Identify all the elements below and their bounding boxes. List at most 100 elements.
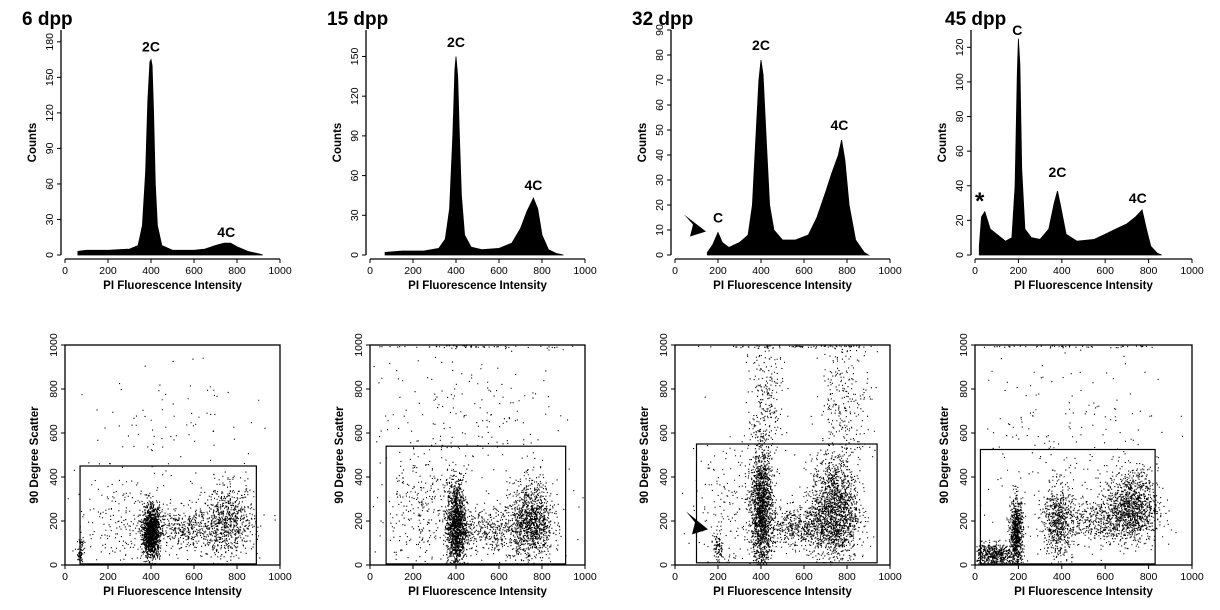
x-tick-label: 200 [709,571,727,583]
gate-rectangle [385,445,567,565]
x-tick-label: 200 [404,265,422,277]
y-tick-label: 0 [353,562,365,568]
y-tick-label: 0 [958,562,970,568]
y-tick-label: 400 [353,468,365,486]
scatter-dots [682,345,878,566]
y-tick-label: 800 [658,380,670,398]
y-tick-label: 200 [658,512,670,530]
x-tick-label: 200 [709,265,727,277]
chart-panel-32-dpp: 0 200 400 600 800 1000 0 10 20 30 40 50 60 70 80 90 PI F… [637,24,902,292]
asterisk-annotation: * [975,188,985,215]
x-tick-label: 200 [1010,265,1028,277]
chart-panel-45-dpp: 0 200 400 600 800 1000 0 200 400 600 800 1000 PI Flu… [939,333,1204,598]
x-tick-label: 800 [228,265,246,277]
y-tick-label: 0 [654,252,666,258]
x-tick-label: 400 [447,265,465,277]
x-tick-label: 600 [490,571,508,583]
y-tick-label: 90 [349,130,361,142]
x-tick-label: 800 [533,265,551,277]
y-tick-label: 60 [349,170,361,182]
x-tick-label: 800 [838,571,856,583]
x-axis-label: PI Fluorescence Intensity [713,280,852,292]
y-tick-label: 60 [44,178,56,190]
x-tick-label: 400 [1053,265,1071,277]
scatter-dots [372,345,584,566]
peak-label-4C: 4C [524,177,542,193]
panel-title-15dpp: 15 dpp [327,9,389,30]
y-axis-label: 90 Degree Scatter [334,406,346,504]
peak-label-4C: 4C [1129,190,1147,206]
peak-label-C: C [713,210,723,226]
histogram-area [77,58,263,256]
y-tick-label: 800 [48,380,60,398]
x-tick-label: 600 [795,265,813,277]
arrowhead-icon [684,214,706,237]
x-axis-label: PI Fluorescence Intensity [713,586,852,598]
peak-label-4C: 4C [217,224,235,240]
x-tick-label: 800 [228,571,246,583]
y-tick-label: 600 [658,424,670,442]
x-tick-label: 400 [142,265,160,277]
peak-label-2C: 2C [447,34,465,50]
x-tick-label: 600 [185,571,203,583]
y-tick-label: 800 [353,380,365,398]
arrowhead-icon [686,511,708,535]
y-tick-label: 180 [44,33,56,51]
x-tick-label: 600 [490,265,508,277]
y-tick-label: 200 [958,512,970,530]
y-axis-label: 90 Degree Scatter [939,406,951,504]
x-axis-label: PI Fluorescence Intensity [1014,586,1153,598]
x-tick-label: 0 [972,265,978,277]
x-tick-label: 1000 [573,265,597,277]
chart-panel-6-dpp: 0 200 400 600 800 1000 0 30 60 90 120 150 180 PI Fluo… [27,30,292,292]
scatter-dots [67,357,276,566]
y-tick-label: 90 [44,142,56,154]
y-tick-label: 50 [654,124,666,136]
y-tick-label: 40 [954,180,966,192]
chart-panel-6-dpp: 0 200 400 600 800 1000 0 200 400 600 800 1000 PI Flu… [29,333,292,598]
x-tick-label: 1000 [573,571,597,583]
x-tick-label: 200 [99,571,117,583]
peak-label-2C: 2C [1049,164,1067,180]
y-axis-label: Counts [27,123,39,163]
plot-frame [369,344,586,566]
y-tick-label: 600 [353,424,365,442]
x-tick-label: 400 [752,265,770,277]
x-tick-label: 0 [367,265,373,277]
x-axis-label: PI Fluorescence Intensity [408,586,547,598]
y-tick-label: 1000 [658,333,670,357]
x-tick-label: 600 [1096,265,1114,277]
x-tick-label: 200 [1010,571,1028,583]
gate-rectangle [695,443,878,564]
chart-panel-15-dpp: 0 200 400 600 800 1000 0 30 60 90 120 150 PI Fluores… [332,30,597,292]
y-axis-label: 90 Degree Scatter [639,406,651,504]
x-tick-label: 600 [795,571,813,583]
y-tick-label: 40 [654,149,666,161]
y-tick-label: 30 [349,209,361,221]
x-tick-label: 0 [672,571,678,583]
y-tick-label: 120 [44,104,56,122]
x-tick-label: 400 [752,571,770,583]
x-tick-label: 800 [838,265,856,277]
y-tick-label: 10 [654,224,666,236]
y-tick-label: 800 [958,380,970,398]
y-tick-label: 1000 [353,333,365,357]
x-tick-label: 400 [447,571,465,583]
x-tick-label: 200 [404,571,422,583]
x-tick-label: 400 [1053,571,1071,583]
x-tick-label: 800 [1140,571,1158,583]
y-tick-label: 0 [954,252,966,258]
x-tick-label: 1000 [878,265,902,277]
y-axis-label: Counts [637,123,649,163]
y-tick-label: 120 [349,87,361,105]
x-axis-label: PI Fluorescence Intensity [103,586,242,598]
plot-frame [974,344,1193,566]
peak-label-C: C [1012,22,1022,38]
x-tick-label: 0 [972,571,978,583]
plot-frame [674,344,891,566]
x-tick-label: 200 [99,265,117,277]
x-tick-label: 1000 [1180,265,1204,277]
x-axis-label: PI Fluorescence Intensity [103,280,242,292]
y-tick-label: 200 [353,512,365,530]
